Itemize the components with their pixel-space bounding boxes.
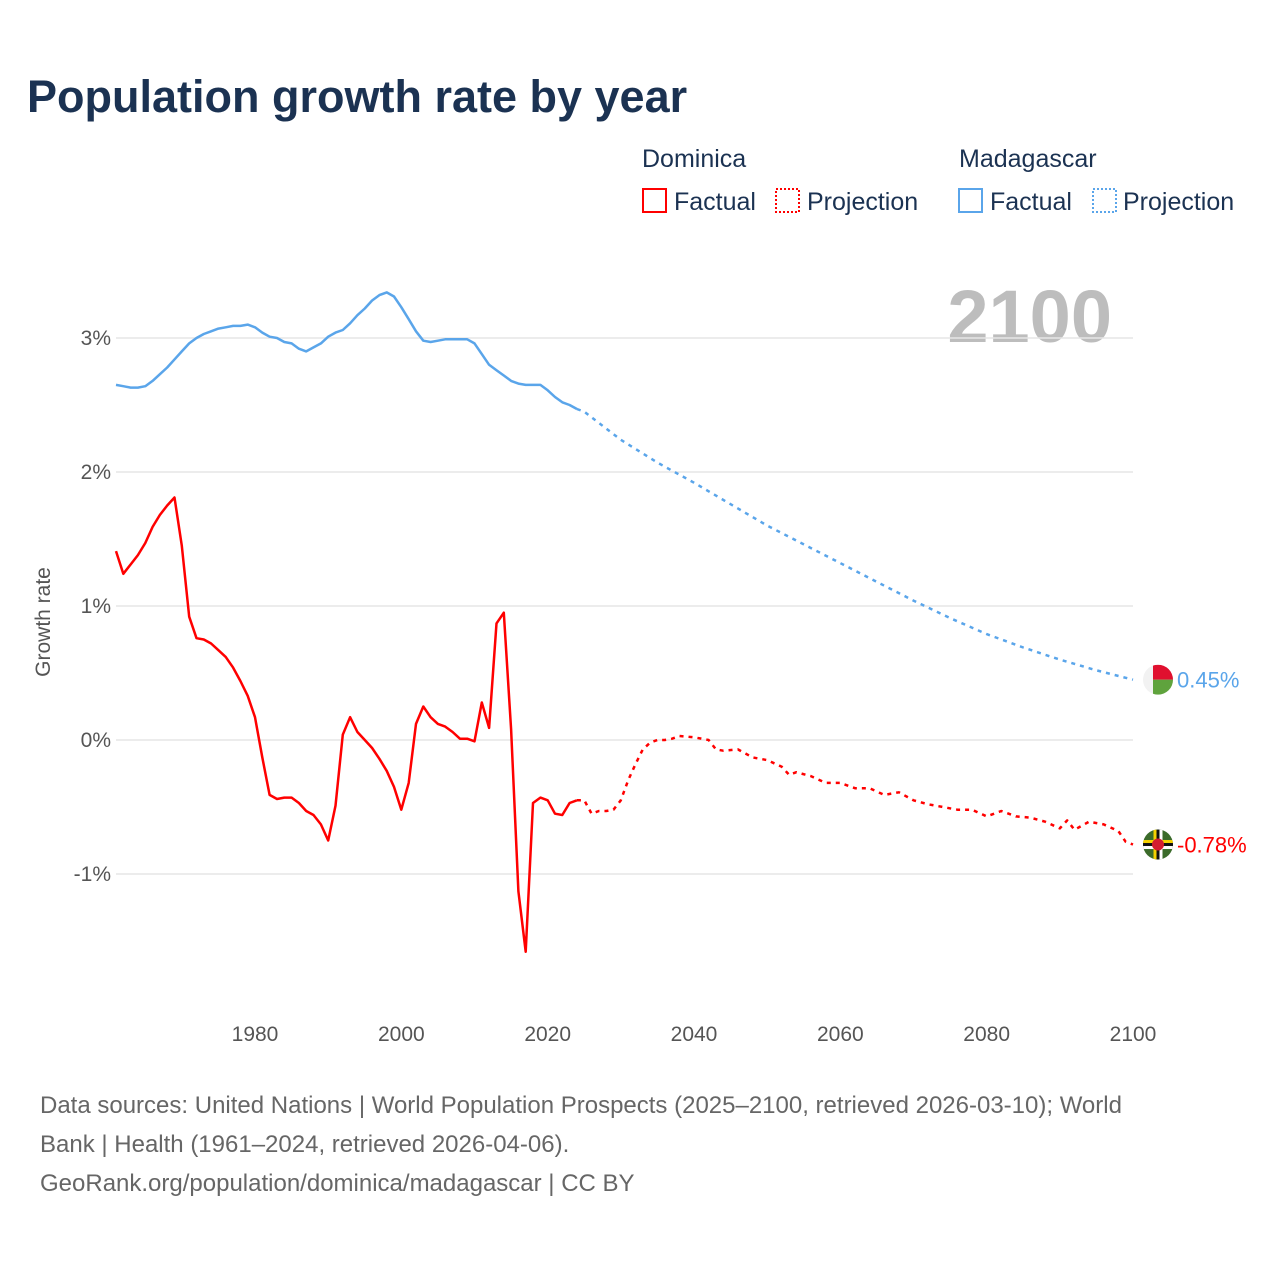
legend-dominica-factual: Factual [674,188,756,216]
year-watermark: 2100 [947,275,1112,358]
legend-swatch-madagascar-factual [958,188,983,213]
x-tick-label: 2040 [671,1023,718,1046]
line-dominica-factual [114,496,578,953]
line-madagascar-projection [576,407,1134,681]
line-dominica-projection [576,734,1134,846]
x-tick-label: 2100 [1110,1023,1157,1046]
legend-swatch-dominica-projection [775,188,800,213]
legend: Dominica Factual Projection Madagascar F… [642,145,1234,216]
legend-group-dominica: Dominica [642,145,746,173]
x-tick-label: 1980 [232,1023,279,1046]
y-tick-label: 2% [81,461,111,484]
x-tick-label: 2080 [963,1023,1010,1046]
y-tick-label: 3% [81,327,111,350]
legend-swatch-dominica-factual [642,188,667,213]
x-tick-label: 2020 [524,1023,571,1046]
line-madagascar-factual [115,291,578,411]
chart-title: Population growth rate by year [27,71,687,122]
x-tick-label: 2060 [817,1023,864,1046]
footer-attribution: GeoRank.org/population/dominica/madagasc… [40,1170,635,1197]
footer: Data sources: United Nations | World Pop… [40,1092,1122,1197]
legend-dominica-projection: Projection [807,188,918,216]
end-value-label-madagascar: 0.45% [1177,668,1239,693]
flag-madagascar-icon [1143,664,1173,695]
legend-madagascar-factual: Factual [990,188,1072,216]
end-value-label-dominica: -0.78% [1177,833,1247,858]
footer-sources-line1: Data sources: United Nations | World Pop… [40,1092,1122,1119]
y-axis-label: Growth rate [32,567,55,677]
footer-sources-line2: Bank | Health (1961–2024, retrieved 2026… [40,1131,569,1158]
x-tick-label: 2000 [378,1023,425,1046]
y-tick-label: 0% [81,729,111,752]
flag-dominica-icon [1143,829,1173,860]
legend-madagascar-projection: Projection [1123,188,1234,216]
y-tick-label: -1% [74,863,111,886]
legend-swatch-madagascar-projection [1092,188,1117,213]
legend-group-madagascar: Madagascar [959,145,1097,173]
y-tick-label: 1% [81,595,111,618]
